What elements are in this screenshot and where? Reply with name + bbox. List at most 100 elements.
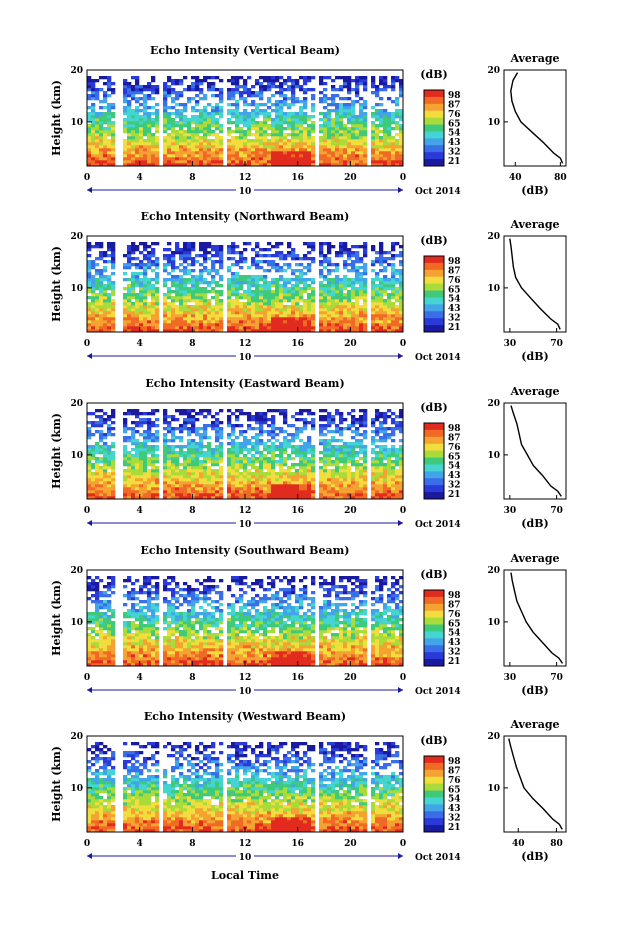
heatmap-cell: [295, 157, 300, 161]
heatmap-cell: [135, 148, 140, 152]
heatmap-cell: [283, 412, 288, 416]
heatmap-cell: [215, 269, 220, 273]
heatmap-cell: [131, 109, 136, 113]
heatmap-cell: [151, 469, 156, 473]
heatmap-cell: [111, 281, 116, 285]
heatmap-cell: [127, 260, 132, 264]
heatmap-cell: [363, 296, 368, 300]
heatmap-cell: [287, 326, 292, 330]
heatmap-cell: [299, 460, 304, 464]
heatmap-cell: [271, 418, 276, 422]
heatmap-cell: [347, 91, 352, 95]
heatmap-cell: [379, 311, 384, 315]
heatmap-cell: [135, 248, 140, 252]
heatmap-cell: [127, 154, 132, 158]
heatmap-cell: [199, 82, 204, 86]
heatmap-cell: [171, 317, 176, 321]
heatmap-cell: [139, 142, 144, 146]
heatmap-cell: [187, 457, 192, 461]
heatmap-cell: [371, 323, 376, 327]
heatmap-cell: [263, 314, 268, 318]
heatmap-cell: [311, 490, 316, 494]
heatmap-cell: [335, 145, 340, 149]
heatmap-cell: [279, 469, 284, 473]
heatmap-cell: [291, 284, 296, 288]
heatmap-cell: [111, 257, 116, 261]
heatmap-cell: [87, 245, 92, 249]
heatmap-cell: [123, 496, 128, 500]
heatmap-cell: [319, 323, 324, 327]
heatmap-cell: [351, 106, 356, 110]
heatmap-cell: [107, 317, 112, 321]
heatmap-cell: [95, 469, 100, 473]
colorbar-segment: [424, 290, 444, 295]
heatmap-cell: [231, 245, 236, 249]
heatmap-cell: [167, 460, 172, 464]
heatmap-cell: [103, 487, 108, 491]
heatmap-cell: [255, 127, 260, 131]
heatmap-cell: [179, 484, 184, 488]
heatmap-cell: [147, 478, 152, 482]
heatmap-cell: [91, 412, 96, 416]
heatmap-cell: [167, 421, 172, 425]
heatmap-cell: [167, 451, 172, 455]
average-frame: [503, 235, 567, 333]
heatmap-cell: [251, 248, 256, 252]
heatmap-cell: [395, 121, 400, 125]
heatmap-cell: [207, 302, 212, 306]
heatmap-cell: [167, 157, 172, 161]
heatmap-cell: [335, 451, 340, 455]
heatmap-cell: [399, 109, 404, 113]
heatmap-cell: [167, 311, 172, 315]
heatmap-cell: [123, 109, 128, 113]
heatmap-cell: [227, 145, 232, 149]
heatmap-cell: [243, 275, 248, 279]
heatmap-cell: [167, 136, 172, 140]
heatmap-cell: [207, 424, 212, 428]
heatmap-cell: [283, 121, 288, 125]
heatmap-cell: [311, 130, 316, 134]
heatmap-cell: [175, 157, 180, 161]
heatmap-cell: [299, 115, 304, 119]
heatmap-cell: [323, 145, 328, 149]
heatmap-cell: [111, 130, 116, 134]
heatmap-cell: [127, 133, 132, 137]
heatmap-cell: [91, 139, 96, 143]
heatmap-cell: [235, 457, 240, 461]
heatmap-cell: [123, 266, 128, 270]
heatmap-cell: [267, 314, 272, 318]
heatmap-cell: [167, 454, 172, 458]
heatmap-cell: [195, 151, 200, 155]
heatmap-cell: [191, 136, 196, 140]
heatmap-cell: [187, 326, 192, 330]
heatmap-cell: [227, 112, 232, 116]
colorbar-tick-label: 76: [448, 110, 461, 120]
heatmap-cell: [203, 157, 208, 161]
heatmap-cells: [87, 242, 404, 333]
heatmap-cell: [319, 245, 324, 249]
heatmap-cell: [215, 436, 220, 440]
heatmap-cell: [171, 100, 176, 104]
heatmap-cell: [127, 305, 132, 309]
heatmap-cell: [231, 463, 236, 467]
heatmap-cell: [199, 427, 204, 431]
heatmap-cell: [87, 130, 92, 134]
heatmap-cell: [151, 308, 156, 312]
heatmap-cell: [103, 290, 108, 294]
heatmap-cell: [99, 287, 104, 291]
heatmap-cell: [331, 133, 336, 137]
heatmap-cell: [131, 281, 136, 285]
heatmap-cell: [343, 296, 348, 300]
heatmap-cell: [155, 320, 160, 324]
heatmap-cell: [155, 418, 160, 422]
heatmap-cell: [183, 454, 188, 458]
heatmap-cell: [127, 121, 132, 125]
heatmap-cell: [147, 136, 152, 140]
heatmap-cell: [311, 412, 316, 416]
heatmap-cell: [255, 284, 260, 288]
heatmap-cell: [343, 320, 348, 324]
heatmap-cell: [255, 79, 260, 83]
heatmap-cell: [383, 148, 388, 152]
heatmap-cell: [375, 314, 380, 318]
heatmap-cell: [87, 463, 92, 467]
